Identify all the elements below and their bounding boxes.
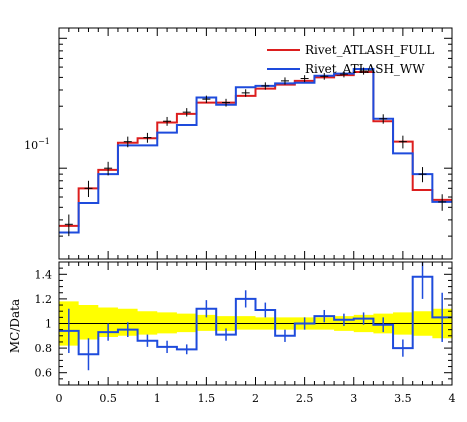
ratio-ticks: 0 0.5 1 1.5 2 2.5 3 3.5 4 0.6 0.8 1 1.2 1.4 [35, 262, 456, 405]
y-tick-label-0.1: 10−1 [24, 137, 50, 152]
legend-label-ww: Rivet_ATLASH_WW [305, 62, 425, 76]
ratio-series-group [59, 262, 452, 371]
main-series-group [59, 67, 452, 237]
main-plot: 10−1 Rivet_ATLASH_FULL Rivet_ATLASH_WW [24, 27, 453, 260]
legend: Rivet_ATLASH_FULL Rivet_ATLASH_WW [267, 43, 434, 76]
x-tick-label: 1.5 [198, 392, 216, 405]
ratio-y-tick-label: 0.6 [35, 367, 53, 380]
x-tick-label: 2 [252, 392, 259, 405]
ratio-y-tick-label: 1.2 [35, 293, 53, 306]
x-tick-label: 1 [154, 392, 161, 405]
ratio-y-tick-label: 1 [45, 318, 52, 331]
ratio-y-tick-label: 0.8 [35, 342, 53, 355]
x-tick-label: 0.5 [99, 392, 117, 405]
main-series-line-0 [59, 71, 452, 227]
legend-label-full: Rivet_ATLASH_FULL [305, 43, 434, 57]
ratio-y-tick-label: 1.4 [35, 268, 53, 281]
main-ticks [58, 28, 453, 260]
x-tick-label: 0 [56, 392, 63, 405]
x-tick-label: 4 [449, 392, 456, 405]
ratio-plot: 0 0.5 1 1.5 2 2.5 3 3.5 4 0.6 0.8 1 1.2 1.4 MC/Data [8, 261, 456, 405]
x-tick-label: 3 [350, 392, 357, 405]
x-tick-label: 2.5 [296, 392, 314, 405]
ratio-ylabel: MC/Data [8, 299, 22, 353]
x-tick-label: 3.5 [394, 392, 412, 405]
